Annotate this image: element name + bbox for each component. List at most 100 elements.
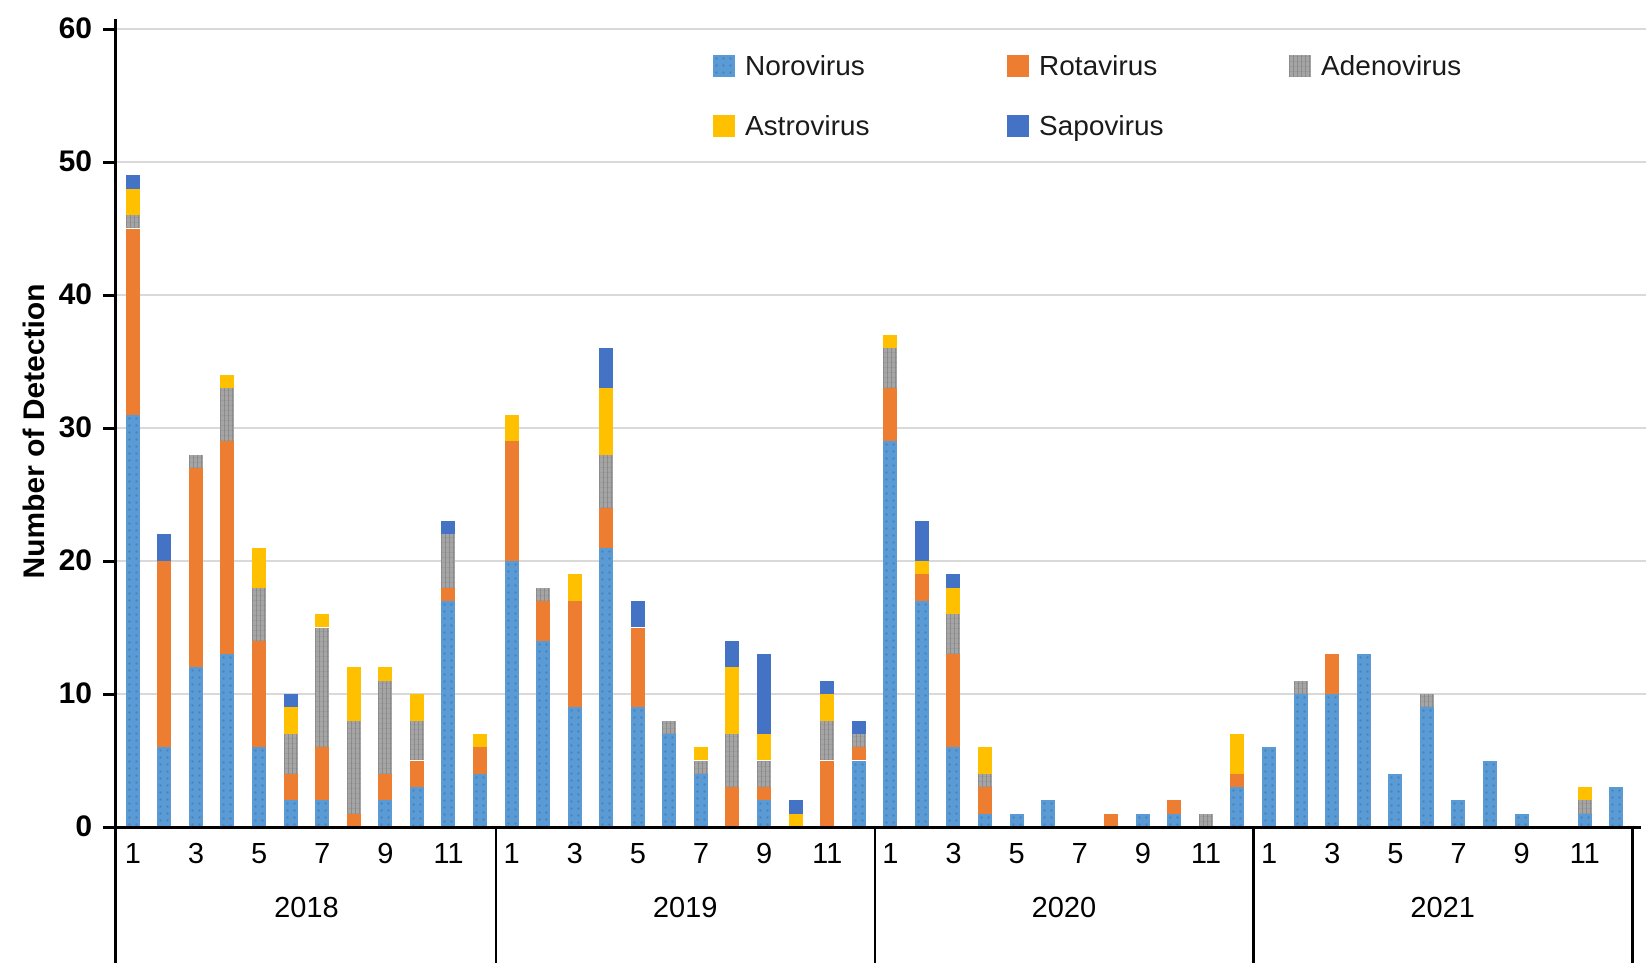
bar-segment-sapovirus <box>599 348 614 389</box>
bar-segment-adenovirus <box>125 215 140 229</box>
bar-segment-sapovirus <box>157 534 172 561</box>
bar-segment-rotavirus <box>1167 800 1182 814</box>
legend-item-sapovirus: Sapovirus <box>1007 110 1164 141</box>
bar-segment-adenovirus <box>662 720 677 734</box>
month-label: 1 <box>1260 838 1278 870</box>
bar-segment-sapovirus <box>441 521 456 535</box>
bar-segment-astrovirus <box>820 694 835 721</box>
bar-segment-adenovirus <box>883 348 898 389</box>
bar-segment-sapovirus <box>788 800 803 814</box>
adenovirus-swatch-icon <box>1289 55 1311 77</box>
month-label: 9 <box>377 838 394 870</box>
year-label: 2018 <box>274 892 339 924</box>
bar-segment-astrovirus <box>757 733 772 761</box>
bar-segment-adenovirus <box>536 587 551 601</box>
bar-segment-rotavirus <box>252 640 267 748</box>
bar-segment-norovirus <box>315 800 330 827</box>
bar-segment-rotavirus <box>125 228 140 415</box>
bar-segment-sapovirus <box>757 654 772 734</box>
month-label: 7 <box>1450 838 1467 870</box>
month-label: 5 <box>250 838 268 870</box>
bar-segment-adenovirus <box>188 454 203 468</box>
gridline <box>117 693 1646 695</box>
year-label: 2021 <box>1410 892 1475 924</box>
month-label: 1 <box>882 838 899 870</box>
month-label: 7 <box>314 838 331 870</box>
bar-segment-adenovirus <box>1198 813 1213 827</box>
bar-segment-norovirus <box>1293 694 1308 827</box>
bar-segment-adenovirus <box>599 454 614 508</box>
rotavirus-swatch-icon <box>1007 55 1029 77</box>
bar-segment-astrovirus <box>599 388 614 455</box>
y-axis-tick <box>103 559 117 563</box>
bar-segment-norovirus <box>283 800 298 827</box>
bar-segment-rotavirus <box>851 747 866 761</box>
bar-segment-astrovirus <box>378 667 393 681</box>
bar-segment-norovirus <box>1388 773 1403 827</box>
bar-segment-sapovirus <box>820 680 835 694</box>
bar-segment-astrovirus <box>315 614 330 628</box>
bar-segment-norovirus <box>1451 800 1466 827</box>
bar-segment-norovirus <box>567 707 582 827</box>
y-tick-label: 40 <box>58 278 92 311</box>
bar-segment-norovirus <box>252 747 267 827</box>
month-label: 3 <box>187 838 204 870</box>
month-label: 9 <box>1134 838 1151 870</box>
gridline <box>117 294 1646 296</box>
bar-segment-norovirus <box>1262 747 1277 827</box>
bar-segment-rotavirus <box>914 574 929 601</box>
bar-segment-astrovirus <box>125 188 140 216</box>
bar-segment-norovirus <box>757 800 772 827</box>
bar-segment-astrovirus <box>946 587 961 615</box>
bar-segment-sapovirus <box>125 175 140 189</box>
bar-segment-adenovirus <box>1419 694 1434 708</box>
bar-segment-adenovirus <box>220 388 235 442</box>
bar-segment-astrovirus <box>220 374 235 389</box>
bar-segment-norovirus <box>472 773 487 827</box>
bar-segment-norovirus <box>1230 787 1245 827</box>
bar-segment-adenovirus <box>315 627 330 748</box>
year-separator <box>873 827 876 963</box>
bar-segment-rotavirus <box>883 388 898 442</box>
y-axis-line <box>114 19 117 963</box>
bar-segment-adenovirus <box>378 680 393 774</box>
month-label: 3 <box>566 838 583 870</box>
bar-segment-rotavirus <box>757 787 772 801</box>
bar-segment-norovirus <box>1135 813 1150 827</box>
month-label: 1 <box>503 838 520 870</box>
gridline <box>117 560 1646 562</box>
year-label: 2019 <box>652 892 718 924</box>
legend-item-astrovirus: Astrovirus <box>713 110 869 141</box>
bar-segment-adenovirus <box>441 534 456 588</box>
bar-segment-astrovirus <box>252 547 267 588</box>
bar-segment-rotavirus <box>946 654 961 748</box>
bar-segment-norovirus <box>1325 694 1340 827</box>
bar-segment-norovirus <box>504 561 519 827</box>
bar-segment-norovirus <box>220 654 235 827</box>
bar-segment-astrovirus <box>725 667 740 734</box>
bar-segment-rotavirus <box>1325 654 1340 694</box>
bar-segment-astrovirus <box>346 667 361 721</box>
month-label: 11 <box>812 838 843 870</box>
bar-segment-norovirus <box>1609 787 1624 827</box>
bar-segment-astrovirus <box>693 747 708 761</box>
bar-segment-adenovirus <box>851 733 866 748</box>
month-label: 7 <box>1071 838 1088 870</box>
bar-segment-rotavirus <box>346 813 361 827</box>
bar-segment-adenovirus <box>346 720 361 814</box>
month-label: 3 <box>945 838 962 870</box>
bar-segment-rotavirus <box>472 747 487 774</box>
month-label: 11 <box>1190 838 1221 870</box>
legend-label-sapovirus: Sapovirus <box>1039 110 1164 141</box>
bar-segment-rotavirus <box>977 787 992 814</box>
bar-segment-sapovirus <box>725 640 740 668</box>
y-tick-label: 30 <box>58 411 92 444</box>
bar-segment-rotavirus <box>536 600 551 641</box>
bar-segment-adenovirus <box>409 720 424 761</box>
y-tick-label: 60 <box>58 12 92 45</box>
bar-segment-adenovirus <box>252 587 267 641</box>
bar-segment-adenovirus <box>283 733 298 774</box>
month-label: 5 <box>629 838 646 870</box>
bar-segment-rotavirus <box>378 773 393 801</box>
